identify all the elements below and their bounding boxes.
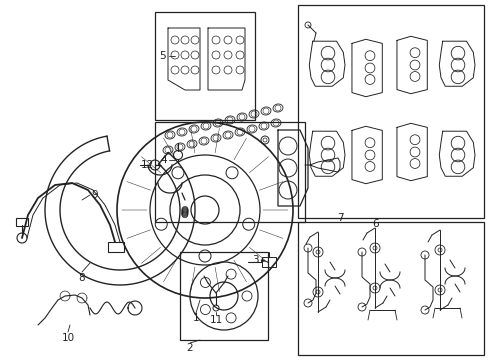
Bar bbox=[16, 218, 28, 226]
Text: 12: 12 bbox=[140, 160, 153, 170]
Text: 4: 4 bbox=[161, 155, 167, 165]
Text: 7: 7 bbox=[336, 213, 343, 223]
Text: 9: 9 bbox=[92, 190, 98, 200]
Text: 10: 10 bbox=[61, 333, 74, 343]
Text: 11: 11 bbox=[209, 315, 222, 325]
Text: 3: 3 bbox=[251, 255, 258, 265]
Text: 6: 6 bbox=[372, 219, 379, 229]
Bar bbox=[297, 5, 483, 218]
Text: 8: 8 bbox=[79, 273, 85, 283]
Bar bbox=[155, 122, 305, 222]
Bar bbox=[108, 242, 124, 252]
Text: 2: 2 bbox=[186, 343, 193, 353]
Bar bbox=[262, 257, 275, 267]
Bar bbox=[180, 252, 267, 340]
Bar bbox=[297, 222, 483, 355]
Text: 5: 5 bbox=[160, 51, 166, 61]
Bar bbox=[155, 12, 254, 120]
Text: 1: 1 bbox=[192, 313, 199, 323]
